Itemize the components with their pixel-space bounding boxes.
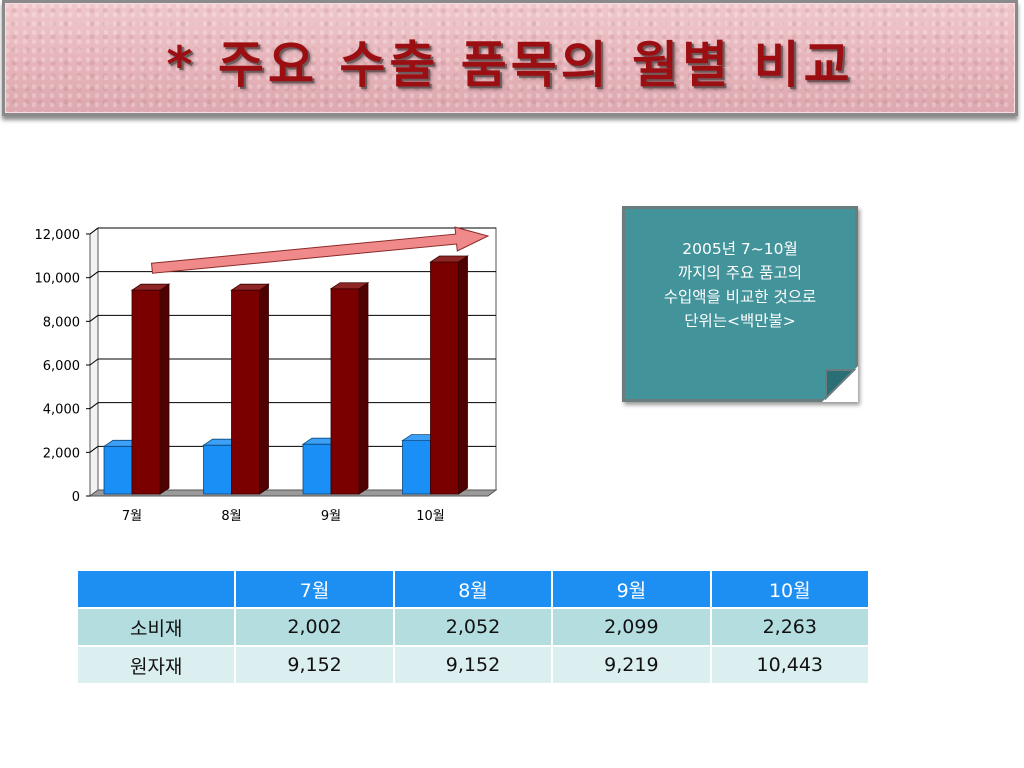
bar-series-1-front xyxy=(302,443,332,495)
note-line: 까지의 주요 품고의 xyxy=(678,264,802,282)
note-line: 2005년 7~10월 xyxy=(682,240,798,258)
bar-series-2 xyxy=(230,283,270,495)
gridline xyxy=(89,445,99,453)
chart-grid xyxy=(86,227,498,497)
gridline xyxy=(89,402,99,410)
y-tick-label: 0 xyxy=(72,490,80,505)
bar-series-2-side xyxy=(358,281,369,495)
table-cell: 10,443 xyxy=(709,645,871,685)
bar-series-2 xyxy=(429,255,469,495)
x-tick-label: 9월 xyxy=(321,509,341,524)
bar-series-2-front xyxy=(330,288,360,495)
slide-title: * 주요 수출 품목의 월별 비교 xyxy=(166,36,854,94)
table-header-cell: 8월 xyxy=(392,569,554,609)
x-tick-label: 10월 xyxy=(416,509,445,524)
y-tick-label: 12,000 xyxy=(35,228,81,243)
table-row: 소비재 2,002 2,052 2,099 2,263 xyxy=(75,607,871,647)
table-header-row: 7월 8월 9월 10월 xyxy=(75,569,871,609)
title-banner: * 주요 수출 품목의 월별 비교 xyxy=(2,0,1018,116)
bar-series-2-front xyxy=(430,261,459,495)
bar-series-2-top xyxy=(329,282,370,290)
table-header-cell: 10월 xyxy=(709,569,871,609)
bar-series-1-front xyxy=(203,444,232,495)
trend-arrow xyxy=(150,226,490,274)
bar-series-2-side xyxy=(259,283,269,495)
table-cell: 2,099 xyxy=(551,607,712,647)
bar-series-2 xyxy=(329,281,370,495)
gridline xyxy=(89,271,99,279)
bar-series-1-front xyxy=(103,445,133,495)
x-tick-label: 7월 xyxy=(122,509,142,524)
table-cell: 2,052 xyxy=(392,607,554,647)
y-tick-label: 6,000 xyxy=(43,359,80,374)
x-tick-label: 8월 xyxy=(221,509,241,524)
bar-series-2-front xyxy=(231,289,260,495)
chart-bars xyxy=(102,226,490,495)
table-header-cell: 7월 xyxy=(234,569,395,609)
table-cell: 9,152 xyxy=(234,645,395,685)
bar-series-2-top xyxy=(130,283,171,291)
plot-floor xyxy=(88,489,498,497)
bar-series-1-front xyxy=(402,440,431,495)
bar-series-2-top xyxy=(230,283,270,291)
bar-chart: 0 2,000 4,000 6,000 8,000 10,000 12,000 7월 8월 9월 1… xyxy=(35,226,498,524)
note-line: 수입액을 비교한 것으로 xyxy=(663,288,817,306)
bar-series-2-side xyxy=(458,255,468,495)
table-cell: 2,263 xyxy=(709,607,871,647)
data-table: 7월 8월 9월 10월 소비재 2,002 2,052 2,099 2,263… xyxy=(75,569,871,685)
table-cell: 9,219 xyxy=(551,645,712,685)
y-tick-label: 4,000 xyxy=(43,403,80,418)
bar-series-2-front xyxy=(131,289,161,495)
row-label: 소비재 xyxy=(75,607,237,647)
y-tick-label: 8,000 xyxy=(43,315,80,330)
note-box: 2005년 7~10월 까지의 주요 품고의 수입액을 비교한 것으로 단위는<… xyxy=(622,206,858,402)
note-line: 단위는<백만불> xyxy=(684,312,796,330)
table-header-cell xyxy=(75,569,237,609)
y-tick-label: 2,000 xyxy=(43,446,80,461)
table-row: 원자재 9,152 9,152 9,219 10,443 xyxy=(75,645,871,685)
table-header-cell: 9월 xyxy=(551,569,712,609)
chart-labels: 0 2,000 4,000 6,000 8,000 10,000 12,000 7월 8월 9월 1… xyxy=(35,228,445,524)
table-cell: 9,152 xyxy=(392,645,554,685)
row-label: 원자재 xyxy=(75,645,237,685)
table-cell: 2,002 xyxy=(234,607,395,647)
gridline xyxy=(89,314,99,322)
gridline xyxy=(89,227,99,235)
bar-series-2 xyxy=(130,283,171,495)
bar-series-2-top xyxy=(429,255,469,263)
gridline xyxy=(89,358,99,366)
bar-series-2-side xyxy=(159,283,170,495)
page-fold-icon xyxy=(822,366,858,402)
y-tick-label: 10,000 xyxy=(35,272,81,287)
